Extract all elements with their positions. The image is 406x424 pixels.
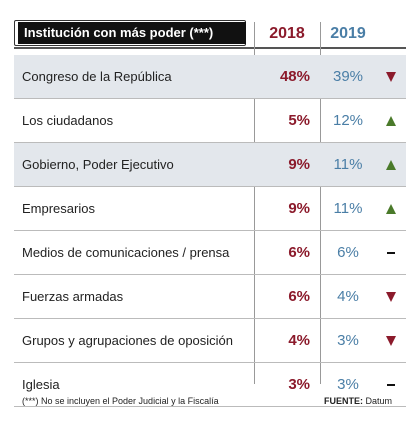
value-2018: 3% (288, 376, 310, 393)
value-2018: 4% (288, 332, 310, 349)
trend-up-icon (376, 187, 406, 230)
value-2018: 6% (288, 244, 310, 261)
table-row: Fuerzas armadas 6% 4% (14, 275, 406, 319)
trend-up-icon (376, 143, 406, 186)
table-row: Iglesia 3% 3% (14, 363, 406, 407)
value-2018: 5% (288, 112, 310, 129)
value-2019: 12% (332, 112, 364, 129)
value-2018: 9% (288, 200, 310, 217)
trend-flat-icon (376, 363, 406, 406)
table-body: Congreso de la República 48% 39% Los ciudad… (14, 55, 406, 407)
value-2019: 39% (332, 68, 364, 85)
column-header-2018: 2018 (269, 25, 305, 42)
table-header: Institución con más poder (***) 2018 201… (14, 20, 406, 48)
trend-down-icon (376, 55, 406, 98)
value-2019: 6% (337, 244, 359, 261)
column-divider-left (254, 22, 255, 384)
table-row: Los ciudadanos 5% 12% (14, 99, 406, 143)
row-label: Gobierno, Poder Ejecutivo (22, 157, 174, 172)
source-credit: FUENTE: Datum (324, 396, 392, 406)
value-2018: 48% (279, 68, 310, 85)
column-divider-right (320, 22, 321, 384)
row-label: Grupos y agrupaciones de oposición (22, 333, 234, 348)
table-title: Institución con más poder (***) (18, 22, 246, 44)
table-row: Gobierno, Poder Ejecutivo 9% 11% (14, 143, 406, 187)
row-label: Los ciudadanos (22, 113, 114, 128)
row-label: Congreso de la República (22, 69, 172, 84)
trend-down-icon (376, 319, 406, 362)
value-2018: 6% (288, 288, 310, 305)
value-2019: 4% (337, 288, 359, 305)
trend-down-icon (376, 275, 406, 318)
row-label: Iglesia (22, 377, 60, 392)
trend-up-icon (376, 99, 406, 142)
header-divider (14, 47, 406, 49)
trend-flat-icon (376, 231, 406, 274)
table-row: Congreso de la República 48% 39% (14, 55, 406, 99)
value-2019: 11% (333, 156, 363, 173)
row-label: Empresarios (22, 201, 95, 216)
table-row: Empresarios 9% 11% (14, 187, 406, 231)
value-2019: 3% (337, 332, 359, 349)
table-row: Grupos y agrupaciones de oposición 4% 3% (14, 319, 406, 363)
value-2019: 3% (337, 376, 359, 393)
value-2018: 9% (288, 156, 310, 173)
row-label: Medios de comunicaciones / prensa (22, 245, 230, 260)
row-label: Fuerzas armadas (22, 289, 124, 304)
footnote: (***) No se incluyen el Poder Judicial y… (22, 396, 219, 406)
column-header-2019: 2019 (330, 25, 366, 42)
source-label: FUENTE: (323, 396, 363, 406)
source-name: Datum (365, 396, 392, 406)
value-2019: 11% (333, 200, 363, 217)
table-row: Medios de comunicaciones / prensa 6% 6% (14, 231, 406, 275)
